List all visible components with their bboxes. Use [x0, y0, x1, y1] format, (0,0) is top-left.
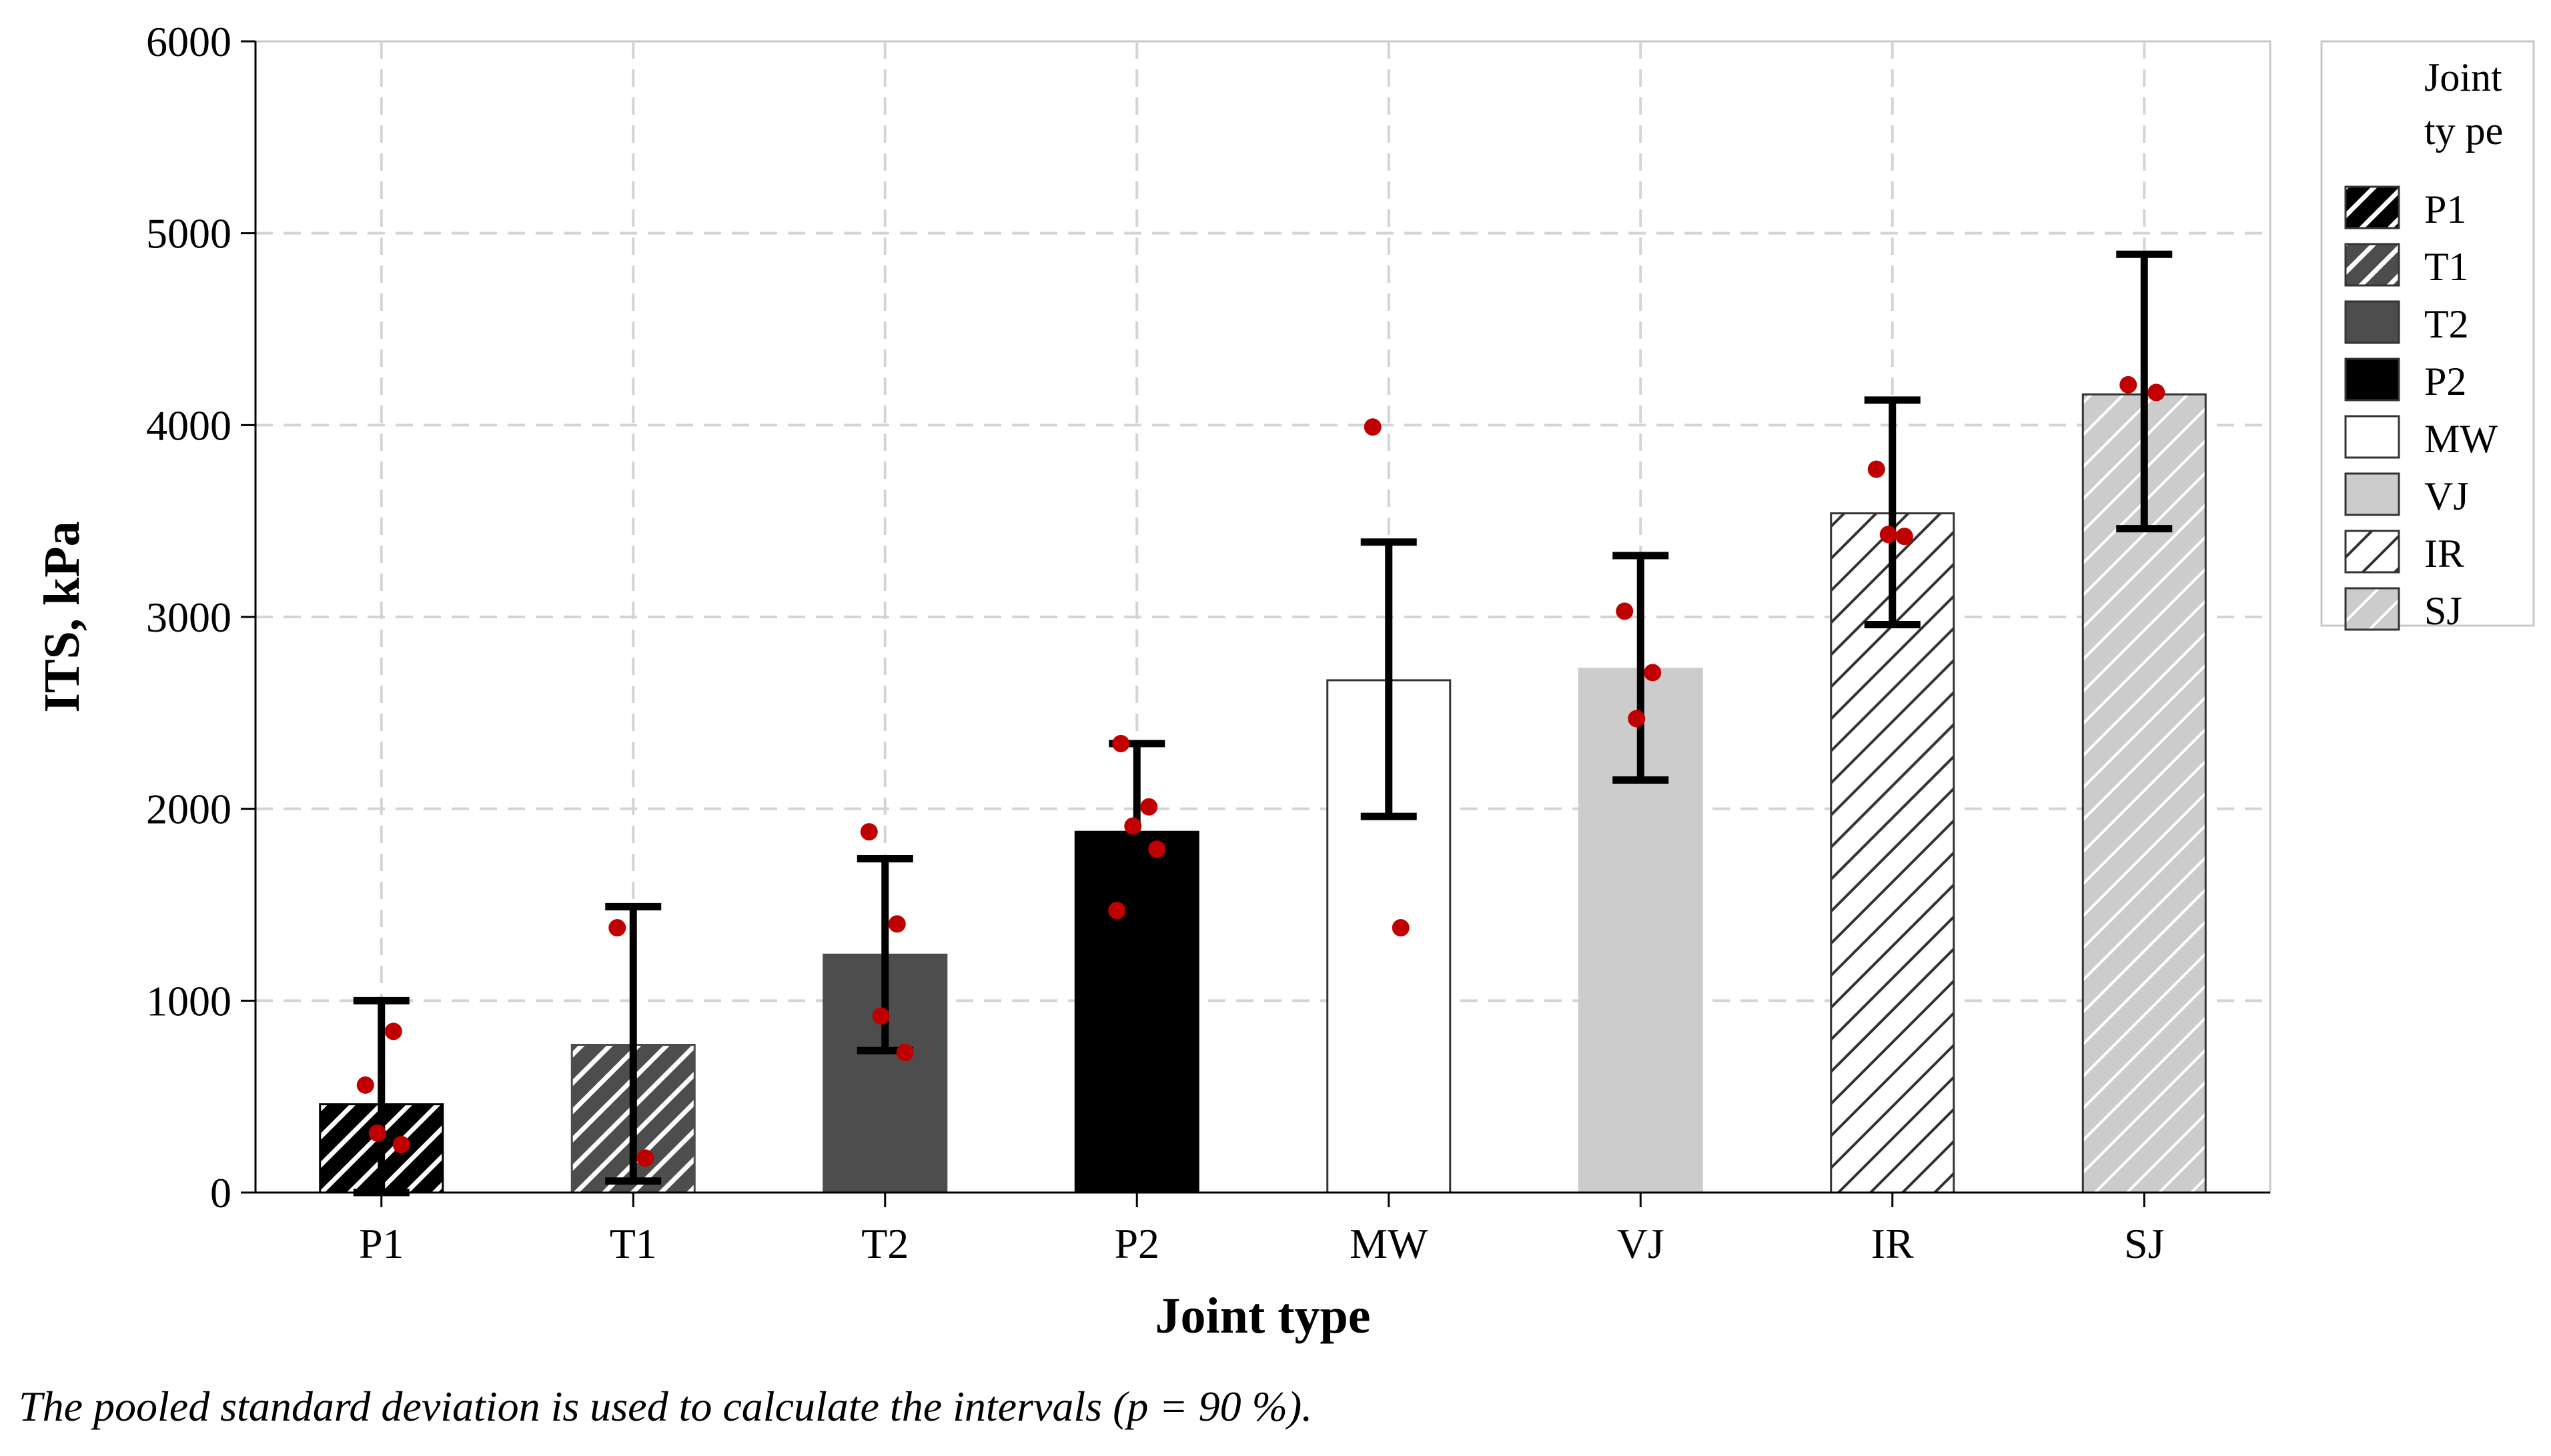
- legend-label: MW: [2424, 417, 2498, 461]
- legend-swatch: [2344, 357, 2400, 402]
- legend-title: ty pe: [2424, 109, 2503, 153]
- y-axis-title: ITS, kPa: [34, 521, 90, 712]
- data-point-mw: [1392, 919, 1410, 937]
- error-bar-t1: [605, 902, 662, 1185]
- legend-item-t2: T2: [2344, 300, 2469, 346]
- data-point-ir: [1867, 460, 1885, 478]
- legend-item-sj: SJ: [2344, 587, 2462, 633]
- legend-swatch: [2344, 587, 2400, 631]
- data-point-p2: [1140, 798, 1158, 816]
- y-tick-label: 3000: [146, 594, 231, 641]
- error-bar-sj: [2116, 250, 2173, 533]
- error-bar-ir: [1864, 396, 1921, 629]
- x-tick-label-p2: P2: [1114, 1220, 1159, 1267]
- legend-item-p1: P1: [2344, 185, 2466, 231]
- legend-item-ir: IR: [2344, 530, 2464, 576]
- legend-label: P2: [2424, 359, 2466, 404]
- legend-label: T2: [2424, 302, 2469, 346]
- legend-item-t1: T1: [2344, 243, 2469, 289]
- legend-label: T1: [2424, 245, 2469, 289]
- legend-swatch: [2344, 472, 2400, 516]
- y-tick-label: 6000: [146, 18, 231, 65]
- legend-title: Joint: [2424, 55, 2502, 99]
- error-bar-vj: [1612, 552, 1669, 784]
- legend-swatch: [2344, 243, 2400, 287]
- data-point-sj: [2119, 376, 2137, 394]
- data-point-p1: [356, 1076, 374, 1094]
- legend-item-p2: P2: [2344, 357, 2466, 404]
- y-tick-label: 0: [210, 1169, 231, 1217]
- data-point-ir: [1879, 526, 1897, 544]
- data-point-sj: [2147, 384, 2165, 402]
- data-point-p2: [1124, 817, 1142, 835]
- error-bars: [353, 250, 2173, 1197]
- error-bar-mw: [1360, 538, 1417, 820]
- legend-swatch: [2344, 530, 2400, 574]
- axes: 0 1000 2000 3000 4000 5000 6000 P1 T1 T2 P2 MW VJ IR S…: [34, 18, 2270, 1344]
- legend-label: P1: [2424, 187, 2466, 231]
- data-point-vj: [1616, 602, 1634, 620]
- legend-swatch: [2344, 415, 2400, 459]
- data-point-t2: [872, 1007, 890, 1025]
- x-tick-label-t1: T1: [610, 1220, 657, 1267]
- legend-label: IR: [2424, 532, 2464, 576]
- data-point-vj: [1628, 710, 1646, 728]
- data-point-t1: [608, 919, 626, 937]
- data-point-t2: [896, 1044, 914, 1062]
- data-point-p1: [384, 1022, 402, 1040]
- data-point-p1: [368, 1124, 386, 1142]
- x-tick-label-ir: IR: [1871, 1220, 1914, 1267]
- x-axis-title: Joint type: [1155, 1288, 1371, 1344]
- bars: [319, 393, 2207, 1194]
- footnote: The pooled standard deviation is used to…: [19, 1383, 1313, 1430]
- x-tick-label-t2: T2: [861, 1220, 909, 1267]
- data-point-ir: [1895, 528, 1913, 546]
- data-point-vj: [1644, 664, 1662, 682]
- legend-swatch: [2344, 185, 2400, 229]
- y-tick-label: 4000: [146, 402, 231, 449]
- data-point-p2: [1108, 902, 1126, 920]
- y-tick-label: 2000: [146, 786, 231, 833]
- data-point-t1: [636, 1149, 654, 1167]
- legend-item-vj: VJ: [2344, 472, 2469, 518]
- data-point-p2: [1148, 840, 1166, 858]
- legend-item-mw: MW: [2344, 415, 2498, 461]
- legend-label: VJ: [2424, 474, 2469, 518]
- x-tick-label-mw: MW: [1350, 1220, 1428, 1267]
- data-point-p2: [1112, 734, 1130, 752]
- legend-swatch: [2344, 300, 2400, 344]
- data-points: [356, 376, 2165, 1167]
- legend-label: SJ: [2424, 589, 2462, 633]
- x-tick-label-vj: VJ: [1617, 1220, 1664, 1267]
- data-point-t2: [860, 823, 878, 841]
- x-tick-label-sj: SJ: [2124, 1220, 2165, 1267]
- y-tick-label: 5000: [146, 210, 231, 257]
- data-point-t2: [888, 915, 906, 933]
- data-point-p1: [392, 1136, 410, 1154]
- data-point-mw: [1364, 418, 1382, 436]
- x-tick-label-p1: P1: [359, 1220, 404, 1267]
- legend: Joint ty pe P1 T1 T2 P2 MW VJ IR SJ: [2320, 40, 2535, 633]
- y-tick-label: 1000: [146, 977, 231, 1024]
- grid: [254, 40, 2271, 1194]
